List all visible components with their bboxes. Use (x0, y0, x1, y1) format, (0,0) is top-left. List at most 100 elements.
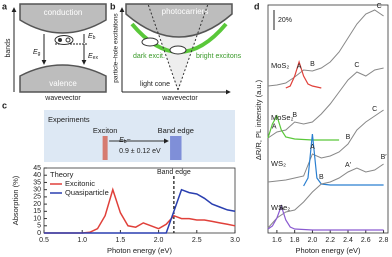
sample-name: WSe₂ (271, 203, 290, 212)
peak-label: A′ (345, 162, 352, 169)
pl-line (267, 204, 384, 231)
peak-label: A (279, 205, 284, 212)
panel-label: d (254, 1, 260, 11)
reflectance-line (267, 67, 384, 139)
x-tick-label: 2.8 (379, 237, 389, 244)
x-tick-label: 1.5 (116, 237, 126, 244)
reflectance-line (267, 163, 384, 229)
eex-label: Eex (88, 53, 98, 61)
panel-a: a conduction valence bands wavevector Eg… (2, 1, 107, 102)
y-tick-label: 5 (37, 223, 41, 230)
eb-suffix: ~ (127, 137, 131, 144)
peak-label: B (346, 134, 351, 141)
dark-label: dark excit. (133, 53, 165, 60)
peak-label: A (310, 144, 315, 151)
y-tick-label: 45 (33, 165, 41, 172)
light-cone-line (147, 3, 179, 91)
valence-band (19, 64, 107, 93)
light-cone-label: light cone (140, 81, 170, 88)
x-tick-label: 1.8 (290, 237, 300, 244)
panel-label: c (2, 100, 7, 110)
x-tick-label: 0.5 (39, 237, 49, 244)
x-tick-label: 2.4 (343, 237, 353, 244)
eb-label: Eb~ (119, 137, 131, 145)
x-tick-label: 2.5 (192, 237, 202, 244)
x-axis-label: Photon energy (eV) (107, 246, 173, 255)
light-cone-line (177, 3, 209, 91)
bright-label: bright excitons (196, 53, 242, 60)
panel-d: d 1.6 1.8 2.0 2.2 2.4 2.6 2.8 Photon energy (eV)… (254, 1, 389, 255)
scale-bar-label: 20% (278, 17, 292, 24)
x-tick-label: 1.6 (272, 237, 282, 244)
peak-label: C (377, 3, 382, 10)
y-axis-label: ΔR/R, PL intensity (a.u.) (254, 79, 263, 160)
peak-label: B (292, 112, 297, 119)
x-tick-label: 2.2 (325, 237, 335, 244)
valence-label: valence (49, 79, 77, 88)
photocarrier-band (125, 3, 233, 38)
exciton-bar (102, 136, 108, 160)
electron (58, 38, 62, 42)
pl-line (267, 114, 340, 141)
reflectance-line (267, 109, 384, 183)
eb-label: Eb (88, 33, 96, 41)
y-axis-label: bands (5, 38, 12, 58)
peak-label: A (297, 63, 302, 70)
eb-sub: b (124, 139, 127, 145)
peak-label: C (354, 62, 359, 69)
y-tick-label: 40 (33, 172, 41, 179)
y-axis-label: particle–hole excitations (113, 13, 120, 83)
hole (65, 37, 71, 43)
panel-b: b photocarriers particle–hole excitation… (110, 1, 242, 101)
x-axis-label: wavevector (44, 95, 81, 102)
y-axis-label: Absorption (%) (11, 175, 20, 225)
eg-label: Eg (33, 49, 41, 57)
peak-label: A (272, 124, 277, 131)
x-axis-label: wavevector (161, 95, 198, 102)
exciton-icon (169, 45, 187, 55)
band-edge-bar (170, 136, 182, 160)
exciton-icon (141, 37, 159, 47)
y-tick-label: 25 (33, 194, 41, 201)
legend-title: Theory (50, 170, 74, 179)
line (44, 188, 236, 234)
photocarriers-label: photocarriers (162, 7, 209, 16)
x-tick-label: 2.0 (154, 237, 164, 244)
y-tick-label: 35 (33, 179, 41, 186)
legend-label: Quasiparticle (65, 188, 109, 197)
exciton-label: Exciton (93, 126, 118, 135)
legend-label: Excitonic (65, 179, 95, 188)
eb-value: 0.9 ± 0.12 eV (119, 148, 161, 155)
panel-label: b (110, 1, 116, 11)
plot-frame (267, 4, 389, 234)
sample-name: MoS₂ (271, 61, 289, 70)
x-axis-label: Photon energy (eV) (295, 246, 361, 255)
band-edge-annotation: Band edge (157, 169, 191, 176)
x-tick-label: 3.0 (230, 237, 240, 244)
peak-label: B (319, 174, 324, 181)
peak-label: B′ (381, 154, 388, 161)
peak-label: C (372, 106, 377, 113)
y-tick-label: 10 (33, 215, 41, 222)
eb-main: E (119, 137, 124, 144)
conduction-label: conduction (44, 8, 83, 17)
x-tick-label: 2.6 (361, 237, 371, 244)
panel-label: a (2, 1, 8, 11)
conduction-band (19, 3, 107, 34)
pl-line (285, 60, 322, 89)
x-tick-label: 2.0 (308, 237, 318, 244)
y-tick-label: 30 (33, 187, 41, 194)
peak-label: B (310, 61, 315, 68)
band-edge-label: Band edge (158, 126, 194, 135)
x-tick-label: 1.0 (77, 237, 87, 244)
sample-name: WS₂ (271, 159, 286, 168)
experiments-box (44, 110, 235, 162)
experiments-title: Experiments (48, 115, 90, 124)
reflectance-line (267, 9, 384, 87)
sample-name: MoSe₂ (271, 113, 294, 122)
y-tick-label: 20 (33, 201, 41, 208)
y-tick-label: 0 (37, 230, 41, 237)
y-tick-label: 15 (33, 208, 41, 215)
